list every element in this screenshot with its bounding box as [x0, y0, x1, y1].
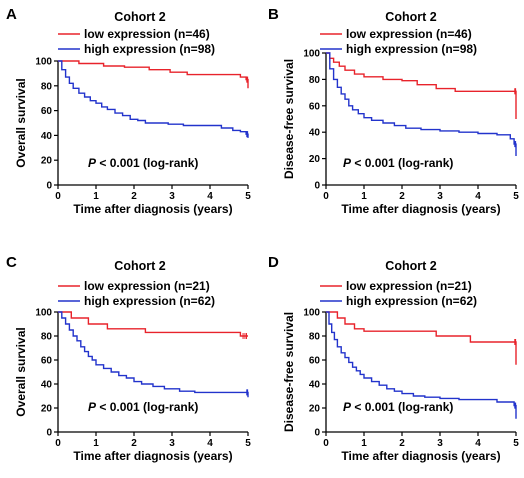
- y-tick-label: 0: [46, 428, 52, 439]
- panel-letter: B: [268, 6, 279, 23]
- y-tick-label: 20: [309, 154, 321, 165]
- panel-c: C Cohort 2 low expression (n=21)high expre…: [6, 254, 251, 463]
- x-tick-label: 5: [245, 438, 251, 449]
- y-tick-label: 20: [41, 156, 53, 167]
- x-tick-label: 0: [323, 438, 329, 449]
- survival-curve-low-expression: [326, 52, 517, 119]
- y-axis-label: Overall survival: [14, 327, 28, 416]
- y-tick-label: 40: [309, 128, 321, 139]
- y-tick-label: 20: [41, 404, 53, 415]
- legend-label-low: low expression (n=21): [84, 279, 210, 293]
- y-tick-label: 60: [41, 106, 53, 117]
- y-tick-label: 60: [309, 101, 321, 112]
- x-tick-label: 2: [399, 438, 405, 449]
- x-tick-label: 0: [55, 438, 61, 449]
- y-tick-label: 80: [309, 332, 321, 343]
- y-tick-label: 0: [46, 181, 52, 192]
- panel-b: B Cohort 2 low expression (n=46)high expre…: [268, 6, 519, 216]
- panel-letter: A: [6, 6, 17, 23]
- x-tick-label: 4: [475, 191, 481, 202]
- y-axis-label: Overall survival: [14, 78, 28, 167]
- panel-title: Cohort 2: [385, 10, 436, 24]
- panel-title: Cohort 2: [114, 259, 165, 273]
- survival-curve-high-expression: [326, 311, 517, 419]
- survival-curve-low-expression: [326, 311, 517, 365]
- x-tick-label: 5: [513, 438, 519, 449]
- pvalue-annotation: P < 0.001 (log-rank): [88, 400, 198, 414]
- y-tick-label: 20: [309, 404, 321, 415]
- y-axis-label: Disease-free survival: [282, 312, 296, 432]
- x-tick-label: 5: [513, 191, 519, 202]
- y-tick-label: 100: [35, 57, 52, 68]
- legend-label-low: low expression (n=46): [346, 27, 472, 41]
- x-tick-label: 1: [93, 191, 99, 202]
- x-axis-label: Time after diagnosis (years): [73, 449, 232, 463]
- y-tick-label: 100: [35, 308, 52, 319]
- pvalue-annotation: P < 0.001 (log-rank): [343, 400, 453, 414]
- survival-curve-low-expression: [58, 60, 249, 89]
- x-tick-label: 3: [437, 438, 443, 449]
- y-tick-label: 80: [41, 332, 53, 343]
- pvalue-text: < 0.001 (log-rank): [351, 156, 453, 170]
- survival-curve-low-expression: [58, 311, 248, 337]
- x-tick-label: 2: [131, 191, 137, 202]
- panel-title: Cohort 2: [385, 259, 436, 273]
- survival-curve-high-expression: [326, 52, 517, 156]
- legend-label-high: high expression (n=98): [346, 42, 477, 56]
- y-tick-label: 60: [309, 356, 321, 367]
- legend-label-low: low expression (n=21): [346, 279, 472, 293]
- x-tick-label: 0: [55, 191, 61, 202]
- y-tick-label: 100: [303, 49, 320, 60]
- y-tick-label: 40: [41, 380, 53, 391]
- x-tick-label: 1: [361, 438, 367, 449]
- y-tick-label: 40: [41, 131, 53, 142]
- x-tick-label: 4: [475, 438, 481, 449]
- x-tick-label: 2: [399, 191, 405, 202]
- pvalue-p-symbol: P: [88, 400, 97, 414]
- legend-label-high: high expression (n=62): [84, 294, 215, 308]
- pvalue-p-symbol: P: [88, 156, 97, 170]
- pvalue-annotation: P < 0.001 (log-rank): [343, 156, 453, 170]
- legend-label-high: high expression (n=98): [84, 42, 215, 56]
- legend-label-low: low expression (n=46): [84, 27, 210, 41]
- y-tick-label: 40: [309, 380, 321, 391]
- x-axis-label: Time after diagnosis (years): [341, 449, 500, 463]
- x-tick-label: 5: [245, 191, 251, 202]
- panel-a: A Cohort 2 low expression (n=46)high expre…: [6, 6, 251, 216]
- legend-label-high: high expression (n=62): [346, 294, 477, 308]
- panel-d: D Cohort 2 low expression (n=21)high expre…: [268, 254, 519, 463]
- pvalue-text: < 0.001 (log-rank): [96, 156, 198, 170]
- y-tick-label: 0: [314, 181, 320, 192]
- pvalue-annotation: P < 0.001 (log-rank): [88, 156, 198, 170]
- x-axis-label: Time after diagnosis (years): [341, 202, 500, 216]
- panel-letter: C: [6, 254, 17, 271]
- x-tick-label: 1: [361, 191, 367, 202]
- y-tick-label: 80: [309, 75, 321, 86]
- y-tick-label: 60: [41, 356, 53, 367]
- pvalue-p-symbol: P: [343, 400, 352, 414]
- x-tick-label: 4: [207, 191, 213, 202]
- x-tick-label: 1: [93, 438, 99, 449]
- x-tick-label: 3: [169, 438, 175, 449]
- pvalue-text: < 0.001 (log-rank): [96, 400, 198, 414]
- x-tick-label: 3: [169, 191, 175, 202]
- x-tick-label: 0: [323, 191, 329, 202]
- y-tick-label: 80: [41, 81, 53, 92]
- panel-letter: D: [268, 254, 279, 271]
- y-axis-label: Disease-free survival: [282, 59, 296, 179]
- x-tick-label: 4: [207, 438, 213, 449]
- x-tick-label: 3: [437, 191, 443, 202]
- y-tick-label: 0: [314, 428, 320, 439]
- pvalue-p-symbol: P: [343, 156, 352, 170]
- y-tick-label: 100: [303, 308, 320, 319]
- survival-curve-high-expression: [58, 311, 249, 398]
- survival-curve-high-expression: [58, 60, 249, 138]
- x-tick-label: 2: [131, 438, 137, 449]
- panel-title: Cohort 2: [114, 10, 165, 24]
- pvalue-text: < 0.001 (log-rank): [351, 400, 453, 414]
- x-axis-label: Time after diagnosis (years): [73, 202, 232, 216]
